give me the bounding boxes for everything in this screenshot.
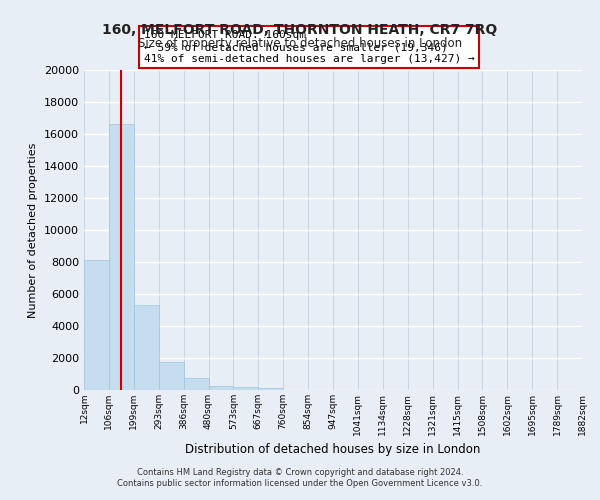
Bar [184,378,209,390]
Bar [233,387,259,390]
Bar [159,362,184,390]
Bar [209,386,233,390]
Text: 160 MELFORT ROAD: 160sqm
← 59% of detached houses are smaller (19,346)
41% of se: 160 MELFORT ROAD: 160sqm ← 59% of detach… [144,30,475,64]
Y-axis label: Number of detached properties: Number of detached properties [28,142,38,318]
X-axis label: Distribution of detached houses by size in London: Distribution of detached houses by size … [185,443,481,456]
Text: Size of property relative to detached houses in London: Size of property relative to detached ho… [138,38,462,51]
Bar [109,124,134,390]
Text: Contains HM Land Registry data © Crown copyright and database right 2024.
Contai: Contains HM Land Registry data © Crown c… [118,468,482,487]
Text: 160, MELFORT ROAD, THORNTON HEATH, CR7 7RQ: 160, MELFORT ROAD, THORNTON HEATH, CR7 7… [103,22,497,36]
Bar [134,305,159,390]
Bar [84,260,109,390]
Bar [259,388,283,390]
